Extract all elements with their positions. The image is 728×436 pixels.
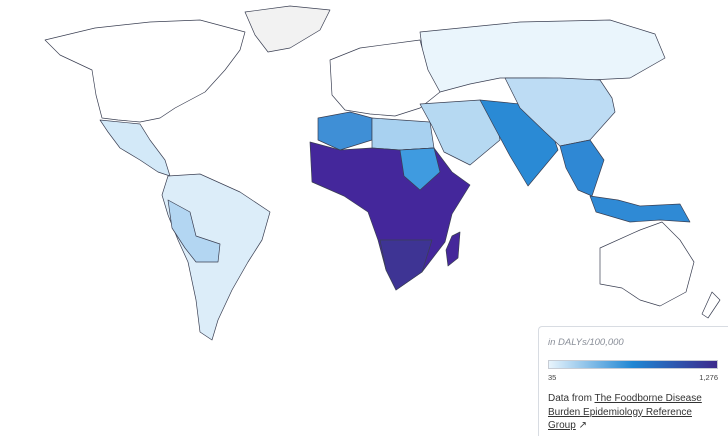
greenland bbox=[244, 5, 331, 53]
europe bbox=[329, 39, 441, 117]
sudan bbox=[399, 147, 441, 191]
legend: in DALYs/100,000 35 1,276 Data from The … bbox=[538, 326, 728, 436]
external-icon: ↗ bbox=[578, 420, 587, 431]
china bbox=[504, 77, 616, 147]
central-america bbox=[99, 119, 171, 177]
southeast-asia bbox=[559, 139, 605, 197]
madagascar bbox=[445, 231, 461, 267]
source-link[interactable]: The Foodborne Disease Burden Epidemiolog… bbox=[548, 393, 702, 431]
north-africa bbox=[317, 111, 373, 151]
southern-africa bbox=[379, 239, 433, 291]
scale-max: 1,276 bbox=[699, 373, 718, 382]
source-prefix: Data from bbox=[548, 393, 592, 404]
scale-ends: 35 1,276 bbox=[548, 373, 718, 382]
legend-unit: in DALYs/100,000 bbox=[548, 337, 624, 348]
andes bbox=[167, 199, 221, 263]
north-america bbox=[44, 19, 246, 123]
australia bbox=[599, 221, 695, 307]
scale-min: 35 bbox=[548, 373, 557, 382]
egypt-libya bbox=[371, 117, 435, 151]
indonesia bbox=[589, 195, 691, 223]
source: Data from The Foodborne Disease Burden E… bbox=[548, 392, 713, 433]
color-scale bbox=[548, 360, 718, 369]
new-zealand bbox=[701, 291, 721, 319]
